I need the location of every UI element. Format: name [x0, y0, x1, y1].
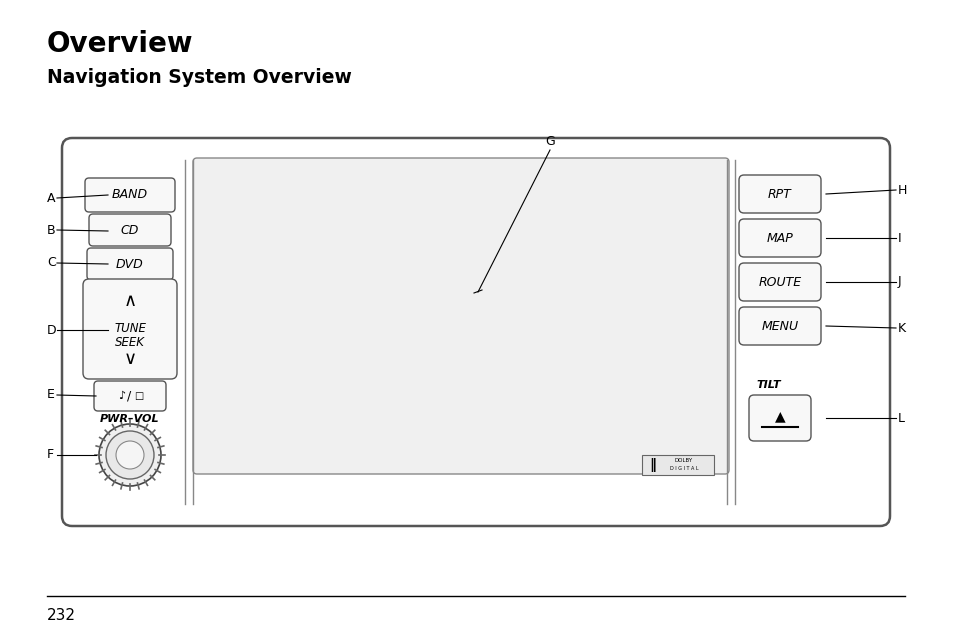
Text: L: L: [897, 411, 904, 424]
FancyBboxPatch shape: [62, 138, 889, 526]
Circle shape: [116, 441, 144, 469]
Text: PWR–VOL: PWR–VOL: [100, 414, 160, 424]
FancyBboxPatch shape: [85, 178, 174, 212]
Text: A: A: [47, 191, 55, 205]
Text: ♪: ♪: [118, 391, 126, 401]
FancyBboxPatch shape: [748, 395, 810, 441]
Text: MAP: MAP: [766, 232, 793, 244]
Text: D: D: [47, 324, 56, 336]
FancyBboxPatch shape: [739, 175, 821, 213]
Text: Overview: Overview: [47, 30, 193, 58]
Text: B: B: [47, 223, 55, 237]
Text: TILT: TILT: [755, 380, 780, 390]
FancyBboxPatch shape: [193, 158, 728, 474]
Text: ‖: ‖: [649, 458, 656, 472]
FancyBboxPatch shape: [641, 455, 713, 475]
Text: H: H: [897, 184, 906, 197]
FancyBboxPatch shape: [739, 219, 821, 257]
Text: □: □: [134, 391, 144, 401]
Text: F: F: [47, 448, 54, 462]
Text: ∨: ∨: [123, 350, 136, 368]
Text: BAND: BAND: [112, 188, 148, 202]
Text: DOLBY: DOLBY: [674, 459, 692, 464]
Text: SEEK: SEEK: [115, 336, 145, 350]
FancyBboxPatch shape: [739, 263, 821, 301]
Text: K: K: [897, 322, 905, 335]
Text: E: E: [47, 389, 55, 401]
FancyBboxPatch shape: [89, 214, 171, 246]
FancyBboxPatch shape: [739, 307, 821, 345]
Text: Navigation System Overview: Navigation System Overview: [47, 68, 352, 87]
Text: G: G: [544, 135, 555, 148]
Text: ▲: ▲: [774, 409, 784, 423]
FancyBboxPatch shape: [94, 381, 166, 411]
Text: /: /: [127, 389, 131, 403]
FancyBboxPatch shape: [83, 279, 177, 379]
Text: CD: CD: [121, 223, 139, 237]
FancyBboxPatch shape: [87, 248, 172, 280]
Text: ROUTE: ROUTE: [758, 275, 801, 289]
Text: MENU: MENU: [760, 319, 798, 333]
Text: C: C: [47, 256, 55, 270]
Text: D I G I T A L: D I G I T A L: [669, 466, 698, 471]
Text: 232: 232: [47, 608, 76, 623]
Circle shape: [106, 431, 153, 479]
Text: J: J: [897, 275, 901, 289]
Text: ∧: ∧: [123, 292, 136, 310]
Text: I: I: [897, 232, 901, 244]
Text: RPT: RPT: [767, 188, 791, 200]
Text: DVD: DVD: [116, 258, 144, 270]
Circle shape: [99, 424, 161, 486]
Text: TUNE: TUNE: [114, 322, 146, 335]
